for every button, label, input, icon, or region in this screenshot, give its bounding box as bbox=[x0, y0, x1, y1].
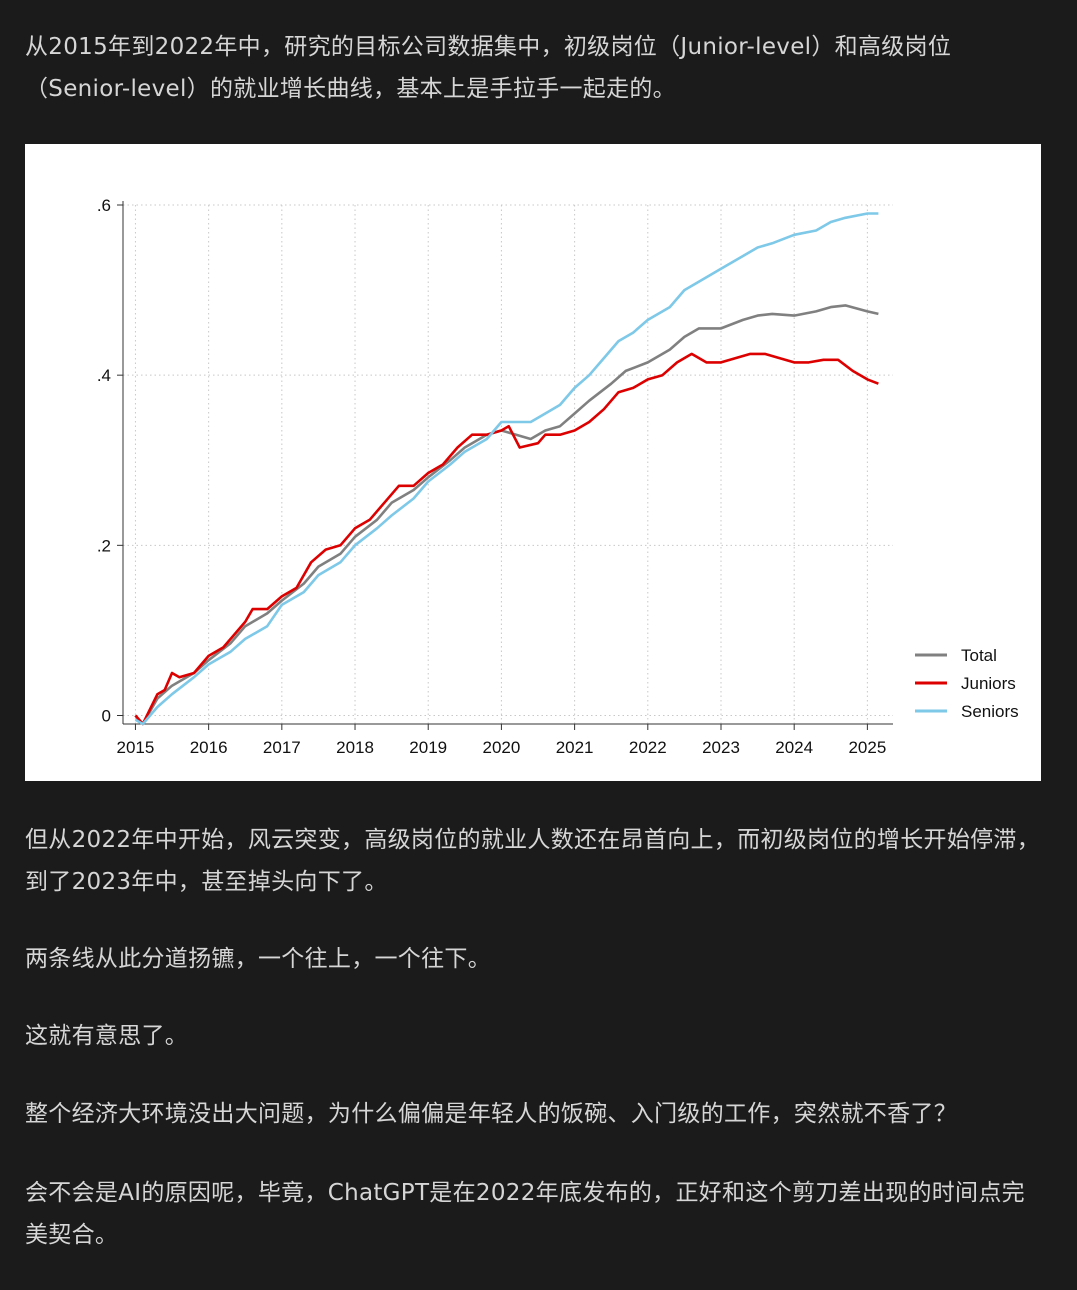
series-line-juniors bbox=[134, 352, 879, 726]
chart-svg: 0 .2 .4 .6 2015 2016 2017 2018 2019 2020 2021 2022 2… bbox=[97, 196, 1019, 757]
y-tick-label: 0 bbox=[102, 706, 111, 725]
x-tick-label: 2025 bbox=[848, 738, 886, 757]
x-tick-label: 2023 bbox=[702, 738, 740, 757]
x-tick-label: 2021 bbox=[556, 738, 594, 757]
legend-label: Total bbox=[961, 646, 997, 665]
interesting-paragraph: 这就有意思了。 bbox=[25, 1023, 189, 1049]
split-paragraph: 两条线从此分道扬镳，一个往上，一个往下。 bbox=[25, 946, 491, 972]
series-line-seniors bbox=[134, 212, 879, 726]
ai-paragraph: 会不会是AI的原因呢，毕竟，ChatGPT是在2022年底发布的，正好和这个剪刀… bbox=[25, 1180, 1025, 1248]
x-tick-label: 2019 bbox=[409, 738, 447, 757]
y-tick-label: .4 bbox=[97, 366, 111, 385]
x-tick-label: 2018 bbox=[336, 738, 374, 757]
y-tick-label: .6 bbox=[97, 196, 111, 215]
question-paragraph: 整个经济大环境没出大问题，为什么偏偏是年轻人的饭碗、入门级的工作，突然就不香了？ bbox=[25, 1101, 957, 1127]
employment-growth-chart: 0 .2 .4 .6 2015 2016 2017 2018 2019 2020 2021 2022 2… bbox=[25, 144, 1041, 781]
x-tick-label: 2017 bbox=[263, 738, 301, 757]
intro-paragraph: 从2015年到2022年中，研究的目标公司数据集中，初级岗位（Junior-le… bbox=[25, 34, 952, 102]
x-tick-label: 2015 bbox=[117, 738, 155, 757]
series-line-total bbox=[134, 304, 879, 726]
y-tick-label: .2 bbox=[97, 536, 111, 555]
x-tick-label: 2024 bbox=[775, 738, 813, 757]
divergence-paragraph: 但从2022年中开始，风云突变，高级岗位的就业人数还在昂首向上，而初级岗位的增长… bbox=[25, 827, 1041, 895]
legend-label: Seniors bbox=[961, 702, 1019, 721]
x-tick-label: 2016 bbox=[190, 738, 228, 757]
x-tick-label: 2022 bbox=[629, 738, 667, 757]
legend-label: Juniors bbox=[961, 674, 1016, 693]
x-tick-label: 2020 bbox=[482, 738, 520, 757]
